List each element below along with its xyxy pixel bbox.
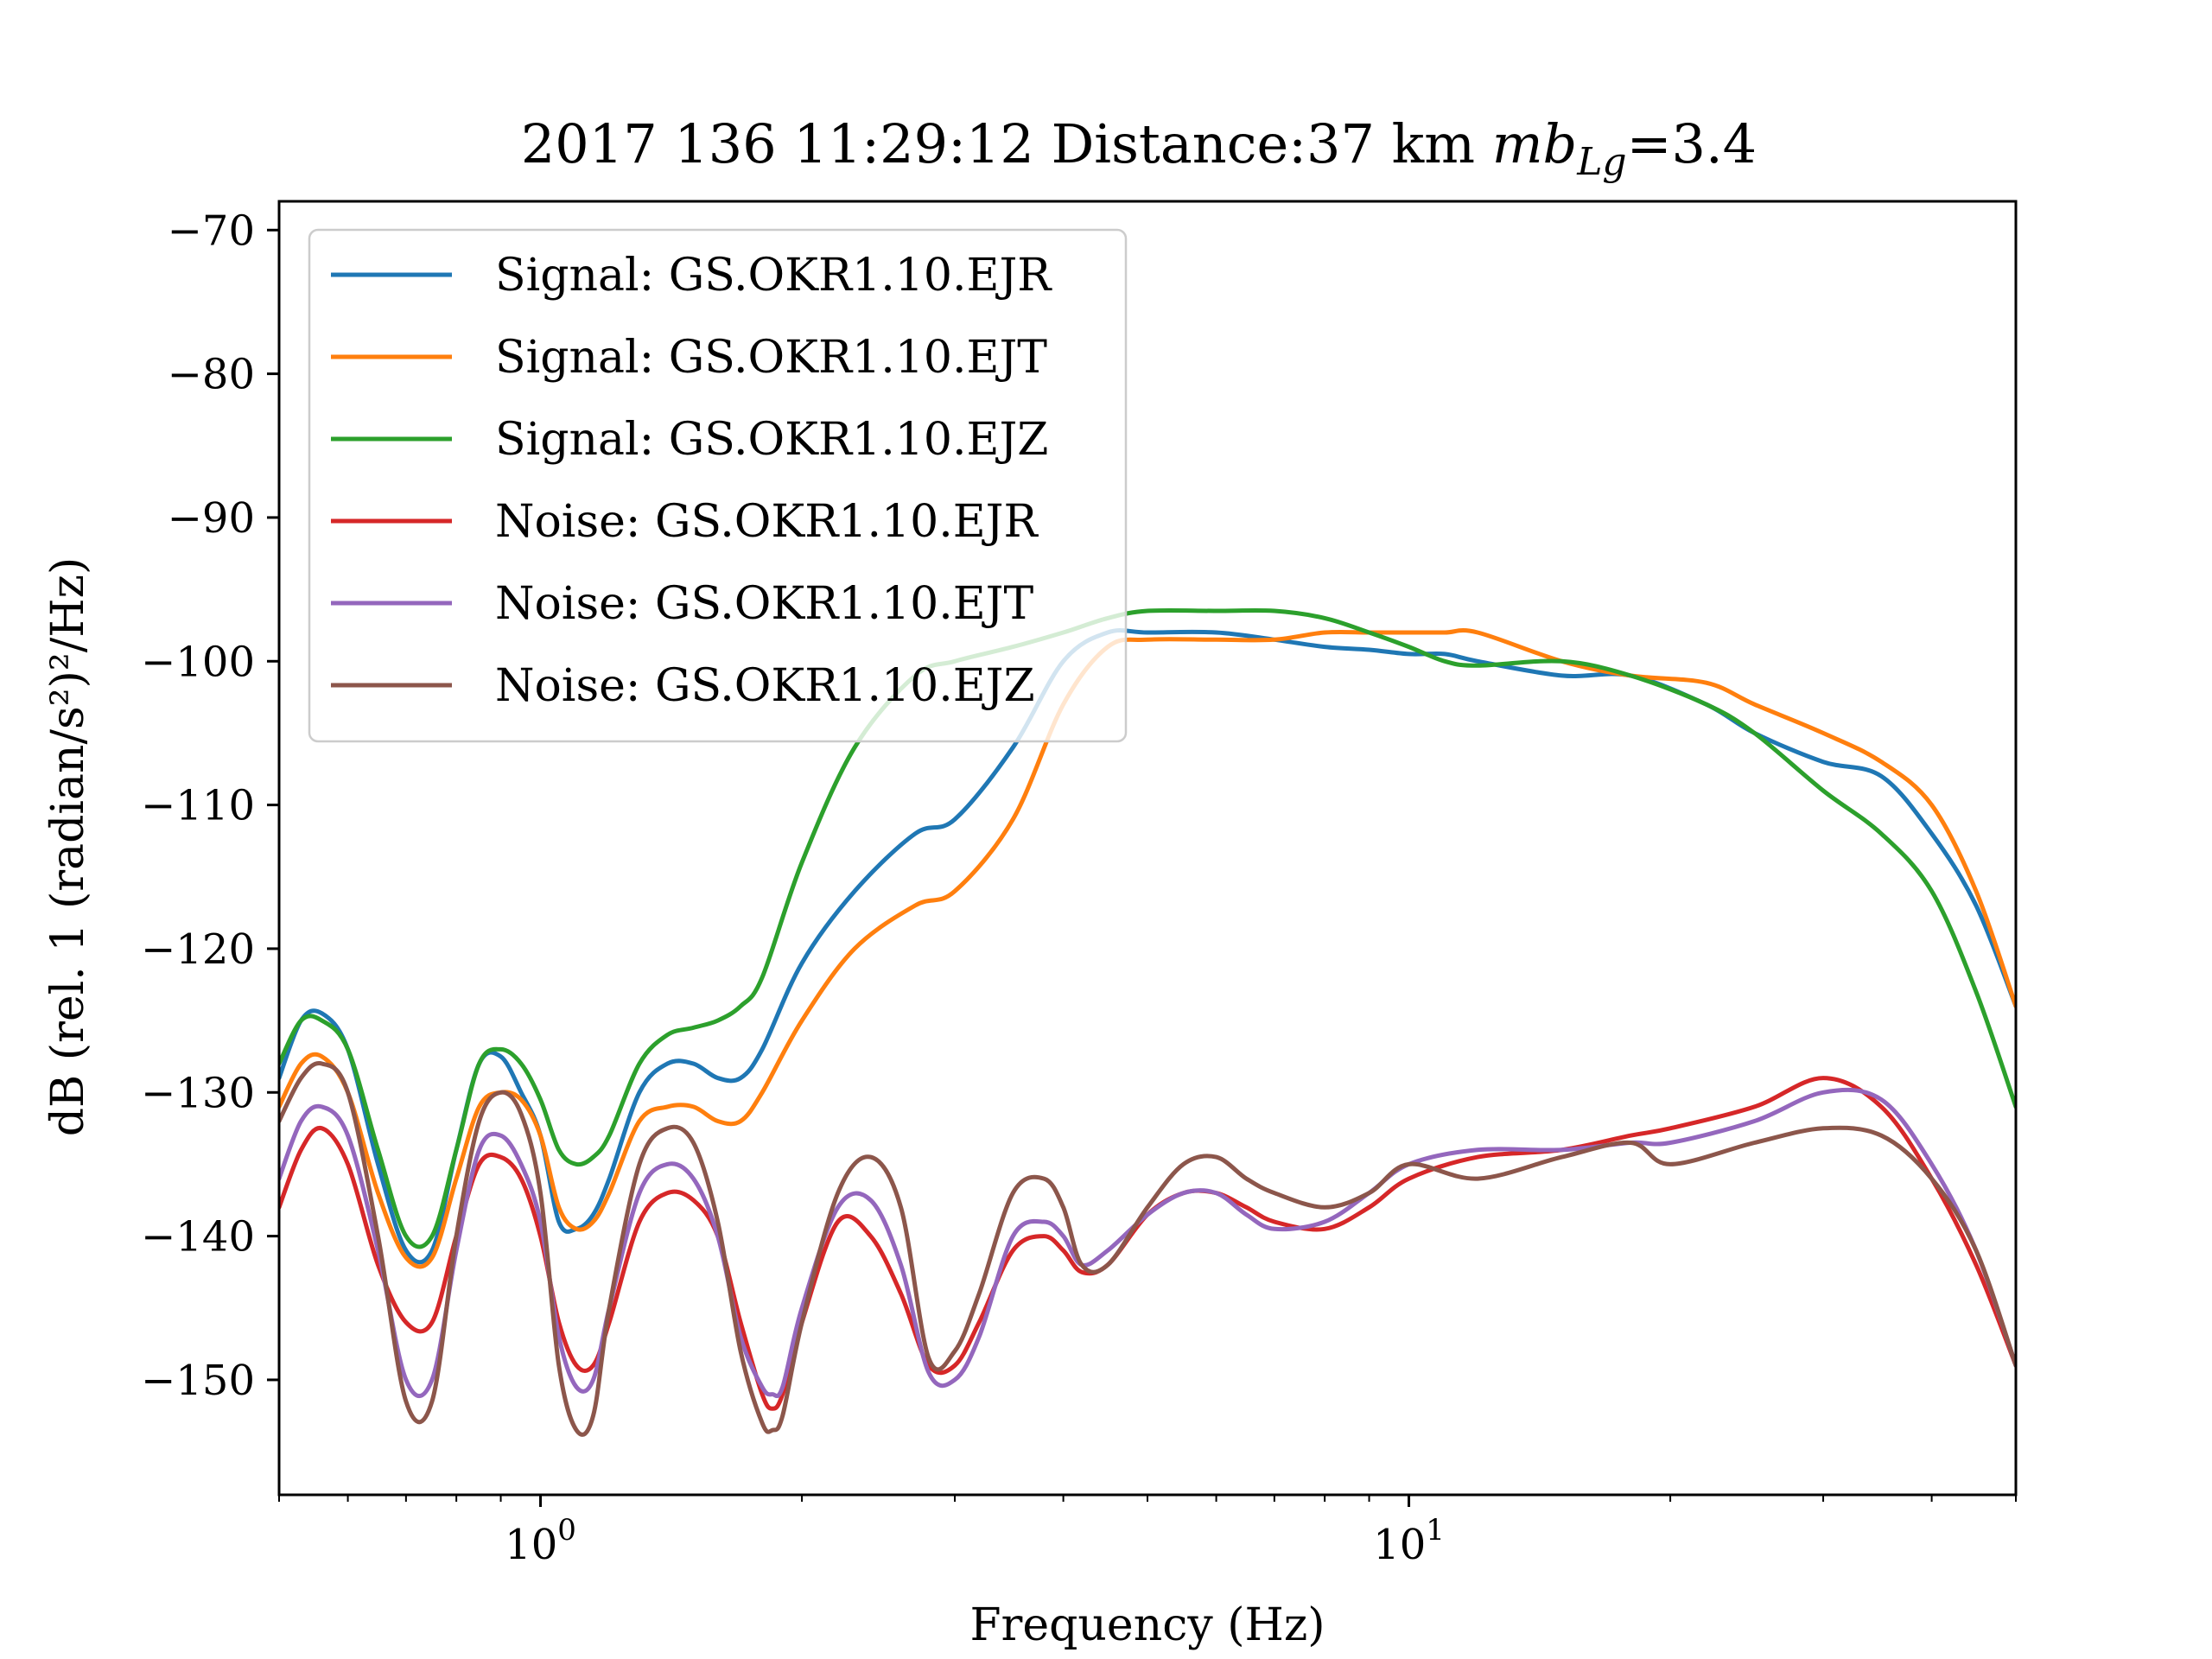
- legend-label-3: Signal: GS.OKR1.10.EJZ: [495, 414, 1048, 466]
- legend-label-1: Signal: GS.OKR1.10.EJR: [495, 250, 1052, 302]
- y-tick-label: −130: [141, 1069, 255, 1117]
- y-tick-label: −70: [168, 207, 255, 255]
- y-axis: −70 −80 −90 −100 −110 −120 −130 −140 −150: [141, 207, 279, 1405]
- y-tick-label: −90: [168, 494, 255, 543]
- x-axis: 100 101: [278, 1495, 2017, 1569]
- x-axis-label: Frequency (Hz): [969, 1599, 1325, 1651]
- x-tick-label: 100: [505, 1513, 576, 1569]
- title-mag-value: =3.4: [1627, 112, 1758, 175]
- legend-box: [308, 228, 1128, 743]
- y-tick-label: −110: [141, 782, 255, 830]
- legend-label-6: Noise: GS.OKR1.10.EJZ: [495, 660, 1035, 712]
- series-line-3: [279, 607, 2016, 1249]
- y-tick-label: −80: [168, 351, 255, 399]
- title-mag-symbol: mb: [1492, 112, 1577, 175]
- legend-label-2: Signal: GS.OKR1.10.EJT: [495, 332, 1047, 384]
- y-axis-label: dB (rel. 1 (radian/s²)²/Hz): [42, 557, 94, 1137]
- y-tick-label: −100: [141, 638, 255, 686]
- y-tick-label: −120: [141, 925, 255, 974]
- series-line-6: [279, 1060, 2016, 1437]
- series-layer: [279, 607, 2016, 1437]
- series-line-5: [279, 1087, 2016, 1399]
- title-prefix: 2017 136 11:29:12 Distance:37 km: [521, 112, 1492, 175]
- title-mag-sub: Lg: [1576, 140, 1626, 184]
- x-tick-label: 101: [1373, 1513, 1445, 1569]
- legend: Signal: GS.OKR1.10.EJR Signal: GS.OKR1.10…: [308, 228, 1128, 743]
- legend-label-4: Noise: GS.OKR1.10.EJR: [495, 496, 1039, 548]
- y-tick-label: −140: [141, 1213, 255, 1262]
- y-tick-label: −150: [141, 1357, 255, 1405]
- chart-title: 2017 136 11:29:12 Distance:37 km mbLg=3.…: [521, 112, 1757, 184]
- legend-label-5: Noise: GS.OKR1.10.EJT: [495, 578, 1034, 630]
